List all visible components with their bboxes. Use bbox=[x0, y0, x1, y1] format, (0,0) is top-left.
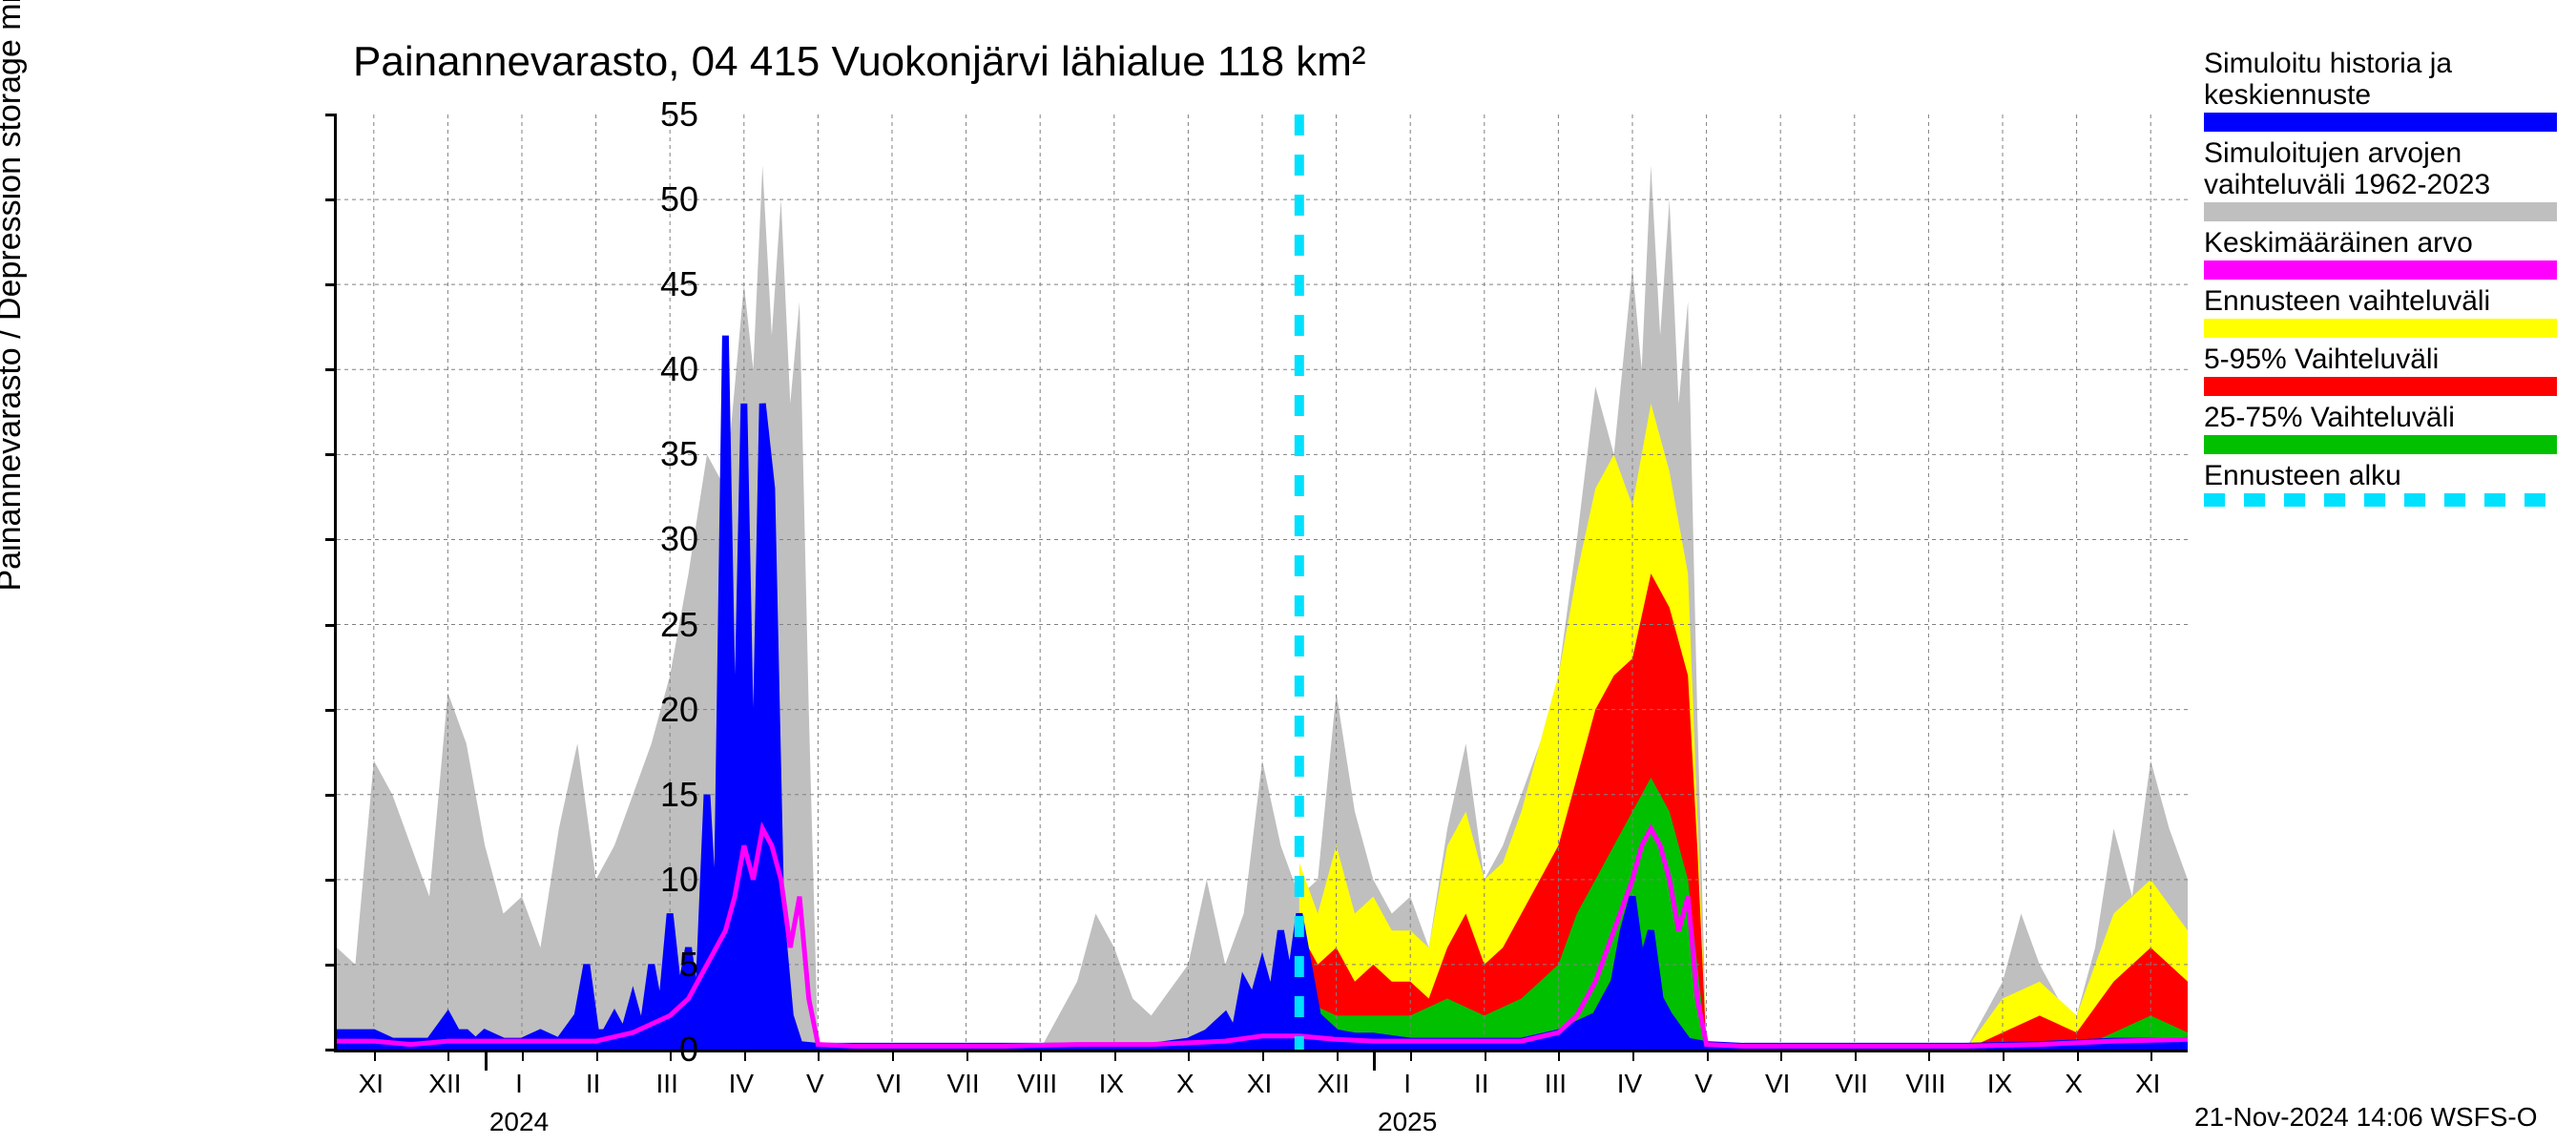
legend-item: 5-95% Vaihteluväli bbox=[2204, 344, 2557, 396]
x-tick-label: I bbox=[515, 1069, 523, 1099]
legend-swatch bbox=[2204, 202, 2557, 221]
x-tick-label: X bbox=[2065, 1069, 2083, 1099]
legend-text: 5-95% Vaihteluväli bbox=[2204, 344, 2557, 375]
legend-swatch bbox=[2204, 260, 2557, 280]
x-year-label: 2025 bbox=[1378, 1107, 1437, 1137]
x-tick-label: IX bbox=[1099, 1069, 1124, 1099]
x-tick-label: X bbox=[1176, 1069, 1195, 1099]
y-tick-label: 5 bbox=[679, 945, 698, 985]
x-tick-label: V bbox=[1694, 1069, 1713, 1099]
x-year-label: 2024 bbox=[489, 1107, 549, 1137]
x-tick-label: VI bbox=[1765, 1069, 1790, 1099]
y-tick-label: 30 bbox=[660, 519, 698, 559]
x-tick-label: VIII bbox=[1017, 1069, 1057, 1099]
x-tick-label: V bbox=[806, 1069, 824, 1099]
x-tick-label: VII bbox=[1836, 1069, 1868, 1099]
legend-swatch bbox=[2204, 113, 2557, 132]
legend-item: Ennusteen alku bbox=[2204, 460, 2557, 507]
x-tick-label: XI bbox=[2135, 1069, 2160, 1099]
x-tick-label: VII bbox=[946, 1069, 979, 1099]
x-tick-label: XII bbox=[1317, 1069, 1349, 1099]
y-tick-label: 15 bbox=[660, 775, 698, 815]
y-tick-label: 25 bbox=[660, 605, 698, 645]
y-axis-label: Painannevarasto / Depression storage mm bbox=[0, 0, 29, 592]
x-tick-label: II bbox=[586, 1069, 601, 1099]
x-tick-label: XII bbox=[428, 1069, 461, 1099]
legend-text: 25-75% Vaihteluväli bbox=[2204, 402, 2557, 433]
chart-svg bbox=[337, 114, 2188, 1050]
x-tick-label: VI bbox=[877, 1069, 902, 1099]
x-tick-label: XI bbox=[1247, 1069, 1272, 1099]
legend-item: Ennusteen vaihteluväli bbox=[2204, 285, 2557, 338]
y-tick-label: 55 bbox=[660, 94, 698, 135]
y-tick-label: 35 bbox=[660, 434, 698, 474]
legend-swatch bbox=[2204, 319, 2557, 338]
legend-text: Ennusteen alku bbox=[2204, 460, 2557, 491]
y-tick-label: 45 bbox=[660, 264, 698, 304]
legend-item: Simuloitu historia jakeskiennuste bbox=[2204, 48, 2557, 132]
y-tick-label: 50 bbox=[660, 179, 698, 219]
legend: Simuloitu historia jakeskiennusteSimuloi… bbox=[2204, 48, 2557, 512]
y-tick-label: 20 bbox=[660, 690, 698, 730]
plot-area bbox=[334, 114, 2188, 1052]
legend-text: Simuloitu historia ja bbox=[2204, 48, 2557, 79]
x-tick-label: IX bbox=[1987, 1069, 2012, 1099]
x-tick-label: III bbox=[1545, 1069, 1567, 1099]
x-tick-label: III bbox=[656, 1069, 678, 1099]
chart-container: Painannevarasto / Depression storage mm … bbox=[0, 0, 2576, 1145]
legend-swatch bbox=[2204, 435, 2557, 454]
x-tick-label: IV bbox=[729, 1069, 754, 1099]
y-tick-label: 10 bbox=[660, 860, 698, 900]
timestamp-label: 21-Nov-2024 14:06 WSFS-O bbox=[2194, 1102, 2538, 1133]
x-tick-label: I bbox=[1403, 1069, 1411, 1099]
legend-text: vaihteluväli 1962-2023 bbox=[2204, 169, 2557, 200]
legend-item: 25-75% Vaihteluväli bbox=[2204, 402, 2557, 454]
x-tick-label: II bbox=[1474, 1069, 1489, 1099]
legend-swatch bbox=[2204, 493, 2557, 507]
legend-item: Keskimääräinen arvo bbox=[2204, 227, 2557, 280]
legend-swatch bbox=[2204, 377, 2557, 396]
chart-title: Painannevarasto, 04 415 Vuokonjärvi lähi… bbox=[353, 38, 1366, 86]
legend-item: Simuloitujen arvojenvaihteluväli 1962-20… bbox=[2204, 137, 2557, 221]
x-tick-label: IV bbox=[1617, 1069, 1642, 1099]
x-tick-label: XI bbox=[359, 1069, 384, 1099]
x-tick-label: VIII bbox=[1905, 1069, 1945, 1099]
y-tick-label: 0 bbox=[679, 1030, 698, 1070]
legend-text: Ennusteen vaihteluväli bbox=[2204, 285, 2557, 317]
legend-text: Simuloitujen arvojen bbox=[2204, 137, 2557, 169]
legend-text: Keskimääräinen arvo bbox=[2204, 227, 2557, 259]
y-tick-label: 40 bbox=[660, 349, 698, 389]
legend-text: keskiennuste bbox=[2204, 79, 2557, 111]
